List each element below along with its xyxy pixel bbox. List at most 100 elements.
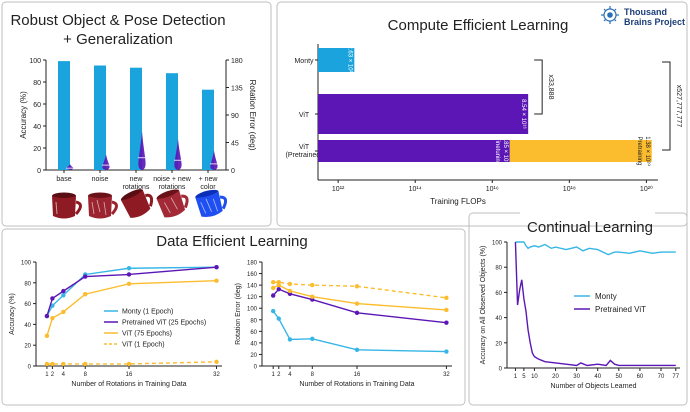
- rotation-series-point: [270, 308, 276, 314]
- robust-accuracy-bar: [130, 67, 142, 170]
- accuracy-series-point: [44, 333, 50, 339]
- accuracy-series-point: [83, 361, 88, 367]
- accuracy-chart: 0 20 40 60 80 100 1 2 4 8 16 32 Number of Rotations …: [9, 261, 222, 388]
- compute-x-tick-label: 10¹⁴: [409, 186, 422, 193]
- robust-accuracy-bar: [166, 73, 178, 170]
- mug-new-color-icon: [195, 189, 228, 217]
- accuracy-x-tick-label: 1: [45, 372, 49, 378]
- continual-legend-label: Monty: [595, 292, 617, 301]
- continual-y-tick-label: 40: [495, 316, 502, 322]
- rotation-y-tick-label: 40: [250, 341, 257, 347]
- rotation-chart: 0 20 40 60 80 100 120 140 160 180 1 2 4 8 16 32 Number o…: [235, 261, 452, 388]
- accuracy-series-point: [50, 361, 55, 367]
- continual-title: Continual Learning: [527, 219, 653, 236]
- robust-y-tick-label: 0: [37, 168, 41, 175]
- accuracy-series-point: [50, 303, 55, 308]
- robust-accuracy-bar: [94, 65, 106, 170]
- compute-bar-segment: [318, 94, 529, 134]
- accuracy-x-tick-label: 8: [84, 372, 88, 378]
- robust-accuracy-bar: [58, 61, 70, 170]
- rotation-x-tick-label: 32: [443, 372, 450, 378]
- accuracy-series-point: [126, 272, 132, 277]
- continual-series-line: [515, 241, 676, 256]
- robust-x-tick-label: + new color: [199, 176, 219, 191]
- robust-x-tick-label: new rotations: [123, 176, 150, 191]
- mug-noise-icon: [88, 192, 118, 219]
- accuracy-y-tick-label: 100: [21, 261, 32, 267]
- continual-series-line: [514, 241, 676, 367]
- accuracy-x-tick-label: 16: [126, 372, 133, 378]
- accuracy-series-point: [50, 296, 55, 301]
- rotation-x-tick-label: 16: [354, 372, 361, 378]
- rotation-series-point: [354, 301, 360, 306]
- rotation-series-point: [444, 320, 449, 325]
- rotation-series-line: [272, 284, 447, 311]
- rotation-y-tick-label: 0: [254, 365, 258, 371]
- rotation-series-point: [270, 280, 276, 285]
- logo-text-line2: Brains Project: [624, 17, 685, 27]
- continual-x-tick-label: 1: [514, 374, 518, 380]
- compute-bar-value-label: 8.54 × 10¹⁶: [520, 99, 527, 129]
- robust-y-tick-label: 60: [33, 102, 41, 109]
- accuracy-y-tick-label: 40: [24, 323, 31, 329]
- rotation-y-tick-label: 160: [247, 272, 258, 278]
- accuracy-series-point: [126, 266, 132, 271]
- accuracy-series-line: [46, 280, 217, 337]
- rotation-series-point: [276, 316, 281, 321]
- continual-chart: 0 20 40 60 80 100 1 5 10 20 30 40 50 60 70 77 Number of …: [480, 241, 680, 390]
- continual-y-tick-label: 80: [495, 266, 502, 272]
- robust-rotation-violin: [210, 150, 218, 170]
- compute-ratio-label: x527,777,777: [675, 85, 682, 128]
- compute-bar-sublabel: Finetuning: [494, 137, 500, 165]
- compute-category-label: ViT (Pretrained): [286, 144, 323, 159]
- accuracy-y-tick-label: 80: [24, 281, 31, 287]
- rotation-y-tick-label: 60: [250, 330, 257, 336]
- compute-chart: 10¹² 10¹⁴ 10¹⁶ 10¹⁸ 10²⁰ Training FLOPs Monty 2…: [286, 44, 682, 206]
- accuracy-series-point: [44, 361, 50, 367]
- rotation-series-point: [444, 307, 449, 313]
- rotation-series-point: [276, 286, 281, 292]
- rotation-y-tick-label: 140: [247, 284, 258, 290]
- continual-x-tick-label: 60: [637, 374, 644, 380]
- robust-y2-tick-label: 45: [231, 141, 239, 148]
- accuracy-y-label: Accuracy (%): [9, 293, 16, 335]
- continual-y-tick-label: 20: [495, 341, 502, 347]
- robust-x-tick-label: noise + new rotations: [153, 176, 191, 191]
- object-thumbnails: [52, 189, 228, 219]
- accuracy-series-point: [44, 313, 50, 319]
- logo-text-line1: Thousand: [624, 7, 667, 17]
- rotation-y-tick-label: 180: [247, 261, 258, 267]
- compute-x-tick-label: 10¹²: [332, 186, 345, 193]
- accuracy-series-point: [61, 288, 66, 294]
- panel-compute-frame: [276, 1, 688, 227]
- robust-y-tick-label: 80: [33, 80, 41, 87]
- continual-x-tick-label: 20: [552, 374, 559, 380]
- accuracy-x-tick-label: 2: [51, 372, 55, 378]
- robust-rotation-violin: [174, 138, 182, 170]
- accuracy-series-line: [46, 361, 217, 365]
- panel-robust-frame: [1, 1, 272, 227]
- accuracy-series-line: [46, 266, 217, 317]
- compute-x-label: Training FLOPs: [430, 197, 486, 206]
- rotation-series-point: [270, 293, 276, 298]
- robust-y-tick-label: 100: [29, 58, 41, 65]
- accuracy-y-tick-label: 20: [24, 344, 31, 350]
- compute-bar-segment: [318, 48, 355, 72]
- accuracy-series-point: [61, 293, 66, 298]
- accuracy-series-point: [126, 361, 132, 367]
- mug-noise-rotated-icon: [156, 189, 189, 218]
- continual-x-tick-label: 30: [573, 374, 580, 380]
- continual-y-tick-label: 60: [495, 291, 502, 297]
- compute-bar-value-label: 2.85 × 10¹⁶: [502, 136, 509, 166]
- continual-x-tick-label: 50: [615, 374, 622, 380]
- rotation-x-tick-label: 1: [272, 372, 276, 378]
- rotation-series-point: [310, 336, 315, 342]
- rotation-series-line: [273, 281, 447, 299]
- rotation-series-point: [310, 282, 315, 288]
- accuracy-series-point: [83, 292, 88, 297]
- accuracy-series-point: [126, 281, 132, 287]
- rotation-y-tick-label: 100: [247, 307, 258, 313]
- robust-accuracy-bar: [202, 89, 214, 170]
- compute-bar-value-label: 2.63 × 10¹²: [346, 45, 352, 74]
